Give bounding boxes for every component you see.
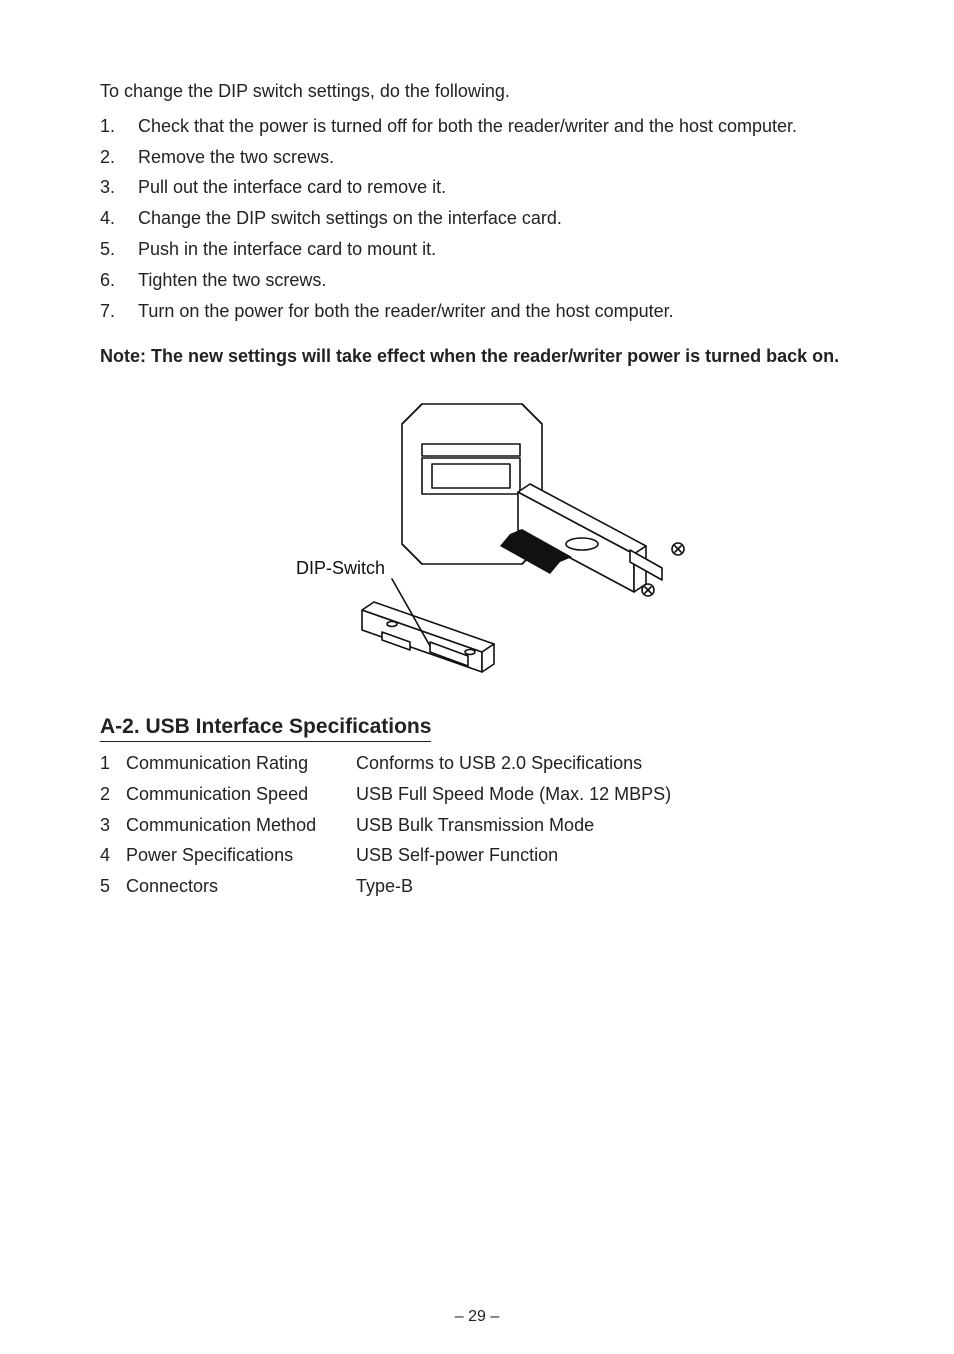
- spec-value: USB Bulk Transmission Mode: [356, 810, 884, 841]
- step-item: 5. Push in the interface card to mount i…: [100, 235, 884, 264]
- spec-row: 3 Communication Method USB Bulk Transmis…: [100, 810, 884, 841]
- step-number: 1.: [100, 112, 124, 141]
- spec-label: Communication Rating: [126, 748, 356, 779]
- step-number: 6.: [100, 266, 124, 295]
- step-item: 4. Change the DIP switch settings on the…: [100, 204, 884, 233]
- step-text: Change the DIP switch settings on the in…: [138, 204, 562, 233]
- step-item: 7. Turn on the power for both the reader…: [100, 297, 884, 326]
- spec-row: 2 Communication Speed USB Full Speed Mod…: [100, 779, 884, 810]
- dip-switch-figure: DIP-Switch: [100, 394, 884, 679]
- page-number: – 29 –: [0, 1308, 954, 1326]
- step-item: 3. Pull out the interface card to remove…: [100, 173, 884, 202]
- step-number: 5.: [100, 235, 124, 264]
- step-item: 6. Tighten the two screws.: [100, 266, 884, 295]
- step-text: Remove the two screws.: [138, 143, 334, 172]
- spec-value: Conforms to USB 2.0 Specifications: [356, 748, 884, 779]
- spec-number: 4: [100, 840, 126, 871]
- step-text: Turn on the power for both the reader/wr…: [138, 297, 674, 326]
- step-text: Push in the interface card to mount it.: [138, 235, 436, 264]
- spec-number: 2: [100, 779, 126, 810]
- spec-number: 3: [100, 810, 126, 841]
- spec-number: 5: [100, 871, 126, 902]
- step-number: 4.: [100, 204, 124, 233]
- section-heading: A-2. USB Interface Specifications: [100, 715, 884, 748]
- spec-row: 4 Power Specifications USB Self-power Fu…: [100, 840, 884, 871]
- section-title: A-2. USB Interface Specifications: [100, 715, 431, 742]
- note-text: Note: The new settings will take effect …: [100, 343, 884, 370]
- spec-value: USB Full Speed Mode (Max. 12 MBPS): [356, 779, 884, 810]
- step-item: 2. Remove the two screws.: [100, 143, 884, 172]
- spec-label: Communication Speed: [126, 779, 356, 810]
- step-text: Check that the power is turned off for b…: [138, 112, 797, 141]
- intro-text: To change the DIP switch settings, do th…: [100, 78, 884, 106]
- spec-row: 5 Connectors Type-B: [100, 871, 884, 902]
- dip-switch-diagram-icon: DIP-Switch: [282, 394, 702, 674]
- steps-list: 1. Check that the power is turned off fo…: [100, 112, 884, 326]
- spec-label: Connectors: [126, 871, 356, 902]
- spec-label: Communication Method: [126, 810, 356, 841]
- step-number: 2.: [100, 143, 124, 172]
- step-number: 3.: [100, 173, 124, 202]
- document-page: To change the DIP switch settings, do th…: [0, 0, 954, 1354]
- dip-switch-label: DIP-Switch: [296, 558, 385, 578]
- spec-value: USB Self-power Function: [356, 840, 884, 871]
- step-number: 7.: [100, 297, 124, 326]
- spec-row: 1 Communication Rating Conforms to USB 2…: [100, 748, 884, 779]
- step-text: Pull out the interface card to remove it…: [138, 173, 446, 202]
- spec-value: Type-B: [356, 871, 884, 902]
- spec-table: 1 Communication Rating Conforms to USB 2…: [100, 748, 884, 901]
- spec-label: Power Specifications: [126, 840, 356, 871]
- spec-number: 1: [100, 748, 126, 779]
- step-item: 1. Check that the power is turned off fo…: [100, 112, 884, 141]
- step-text: Tighten the two screws.: [138, 266, 326, 295]
